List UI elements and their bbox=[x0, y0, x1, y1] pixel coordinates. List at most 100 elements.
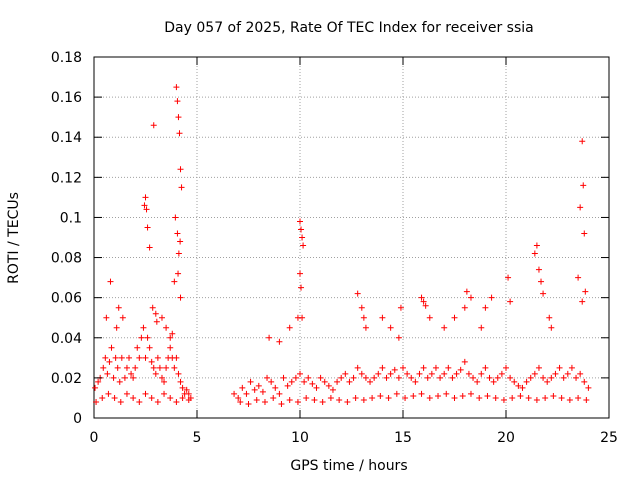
data-point bbox=[264, 374, 271, 381]
data-point bbox=[441, 370, 448, 377]
data-point bbox=[577, 370, 584, 377]
x-tick-label: 0 bbox=[90, 430, 99, 446]
y-axis-label: ROTI / TECUs bbox=[6, 192, 22, 284]
data-point bbox=[583, 396, 590, 403]
data-point bbox=[317, 374, 324, 381]
data-point bbox=[276, 390, 283, 397]
data-point bbox=[338, 374, 345, 381]
data-point bbox=[371, 374, 378, 381]
data-point bbox=[142, 194, 149, 201]
data-point bbox=[130, 394, 137, 401]
data-point bbox=[451, 314, 458, 321]
data-point bbox=[235, 394, 242, 401]
data-point bbox=[253, 396, 260, 403]
data-point bbox=[560, 374, 567, 381]
data-point bbox=[581, 230, 588, 237]
y-axis: 0 0.02 0.04 0.06 0.08 0.1 0.12 0.14 0.16 0.18 bbox=[51, 50, 609, 427]
data-point bbox=[163, 364, 170, 371]
data-point bbox=[573, 374, 580, 381]
data-point bbox=[525, 394, 532, 401]
data-point bbox=[110, 374, 117, 381]
data-point bbox=[185, 396, 192, 403]
data-point bbox=[177, 378, 184, 385]
y-tick-label: 0.16 bbox=[51, 90, 82, 106]
data-point bbox=[519, 384, 526, 391]
data-point bbox=[174, 230, 181, 237]
data-point bbox=[108, 344, 115, 351]
data-point bbox=[175, 114, 182, 121]
data-point bbox=[152, 370, 159, 377]
data-point bbox=[115, 304, 122, 311]
data-point bbox=[179, 394, 186, 401]
data-point bbox=[276, 338, 283, 345]
data-point bbox=[247, 378, 254, 385]
data-point bbox=[156, 364, 163, 371]
data-point bbox=[119, 314, 126, 321]
data-point bbox=[245, 400, 252, 407]
data-point bbox=[490, 378, 497, 385]
data-point bbox=[239, 384, 246, 391]
data-point bbox=[113, 324, 120, 331]
data-point bbox=[426, 394, 433, 401]
data-point bbox=[352, 394, 359, 401]
data-point bbox=[418, 294, 425, 301]
x-axis-label: GPS time / hours bbox=[290, 458, 407, 474]
data-point bbox=[402, 394, 409, 401]
data-point bbox=[175, 270, 182, 277]
data-point bbox=[152, 310, 159, 317]
data-point bbox=[292, 374, 299, 381]
data-point bbox=[106, 358, 113, 365]
data-point bbox=[476, 394, 483, 401]
data-point bbox=[251, 386, 258, 393]
data-point bbox=[575, 394, 582, 401]
data-point bbox=[299, 234, 306, 241]
x-tick-label: 5 bbox=[193, 430, 202, 446]
data-point bbox=[482, 364, 489, 371]
data-point bbox=[173, 398, 180, 405]
y-tick-label: 0.14 bbox=[51, 130, 82, 146]
data-point bbox=[136, 354, 143, 361]
y-tick-label: 0.12 bbox=[51, 170, 82, 186]
data-point bbox=[346, 378, 353, 385]
data-point bbox=[173, 84, 180, 91]
data-point bbox=[175, 370, 182, 377]
data-point bbox=[548, 374, 555, 381]
data-point bbox=[552, 370, 559, 377]
data-point bbox=[484, 392, 491, 399]
x-tick-label: 20 bbox=[497, 430, 515, 446]
data-point bbox=[509, 394, 516, 401]
data-point bbox=[580, 182, 587, 189]
data-point bbox=[117, 398, 124, 405]
data-point bbox=[169, 330, 176, 337]
data-point bbox=[556, 364, 563, 371]
data-point bbox=[149, 304, 156, 311]
data-point bbox=[148, 358, 155, 365]
data-point bbox=[531, 250, 538, 257]
data-point bbox=[426, 314, 433, 321]
data-point bbox=[99, 394, 106, 401]
data-point bbox=[377, 392, 384, 399]
data-point bbox=[177, 294, 184, 301]
data-point bbox=[385, 394, 392, 401]
data-point bbox=[362, 324, 369, 331]
y-tick-label: 0.06 bbox=[51, 291, 82, 307]
data-point bbox=[175, 250, 182, 257]
data-point bbox=[397, 304, 404, 311]
data-point bbox=[517, 392, 524, 399]
data-point bbox=[515, 382, 522, 389]
data-point bbox=[103, 314, 110, 321]
data-point bbox=[488, 294, 495, 301]
grid bbox=[94, 57, 609, 418]
y-tick-label: 0.04 bbox=[51, 331, 82, 347]
data-point bbox=[492, 394, 499, 401]
data-point bbox=[422, 302, 429, 309]
data-point bbox=[243, 390, 250, 397]
data-point bbox=[533, 242, 540, 249]
y-tick-label: 0.08 bbox=[51, 251, 82, 267]
data-point bbox=[255, 382, 262, 389]
data-point bbox=[581, 378, 588, 385]
data-point bbox=[298, 284, 305, 291]
data-point bbox=[412, 378, 419, 385]
data-point bbox=[132, 364, 139, 371]
data-point bbox=[311, 396, 318, 403]
